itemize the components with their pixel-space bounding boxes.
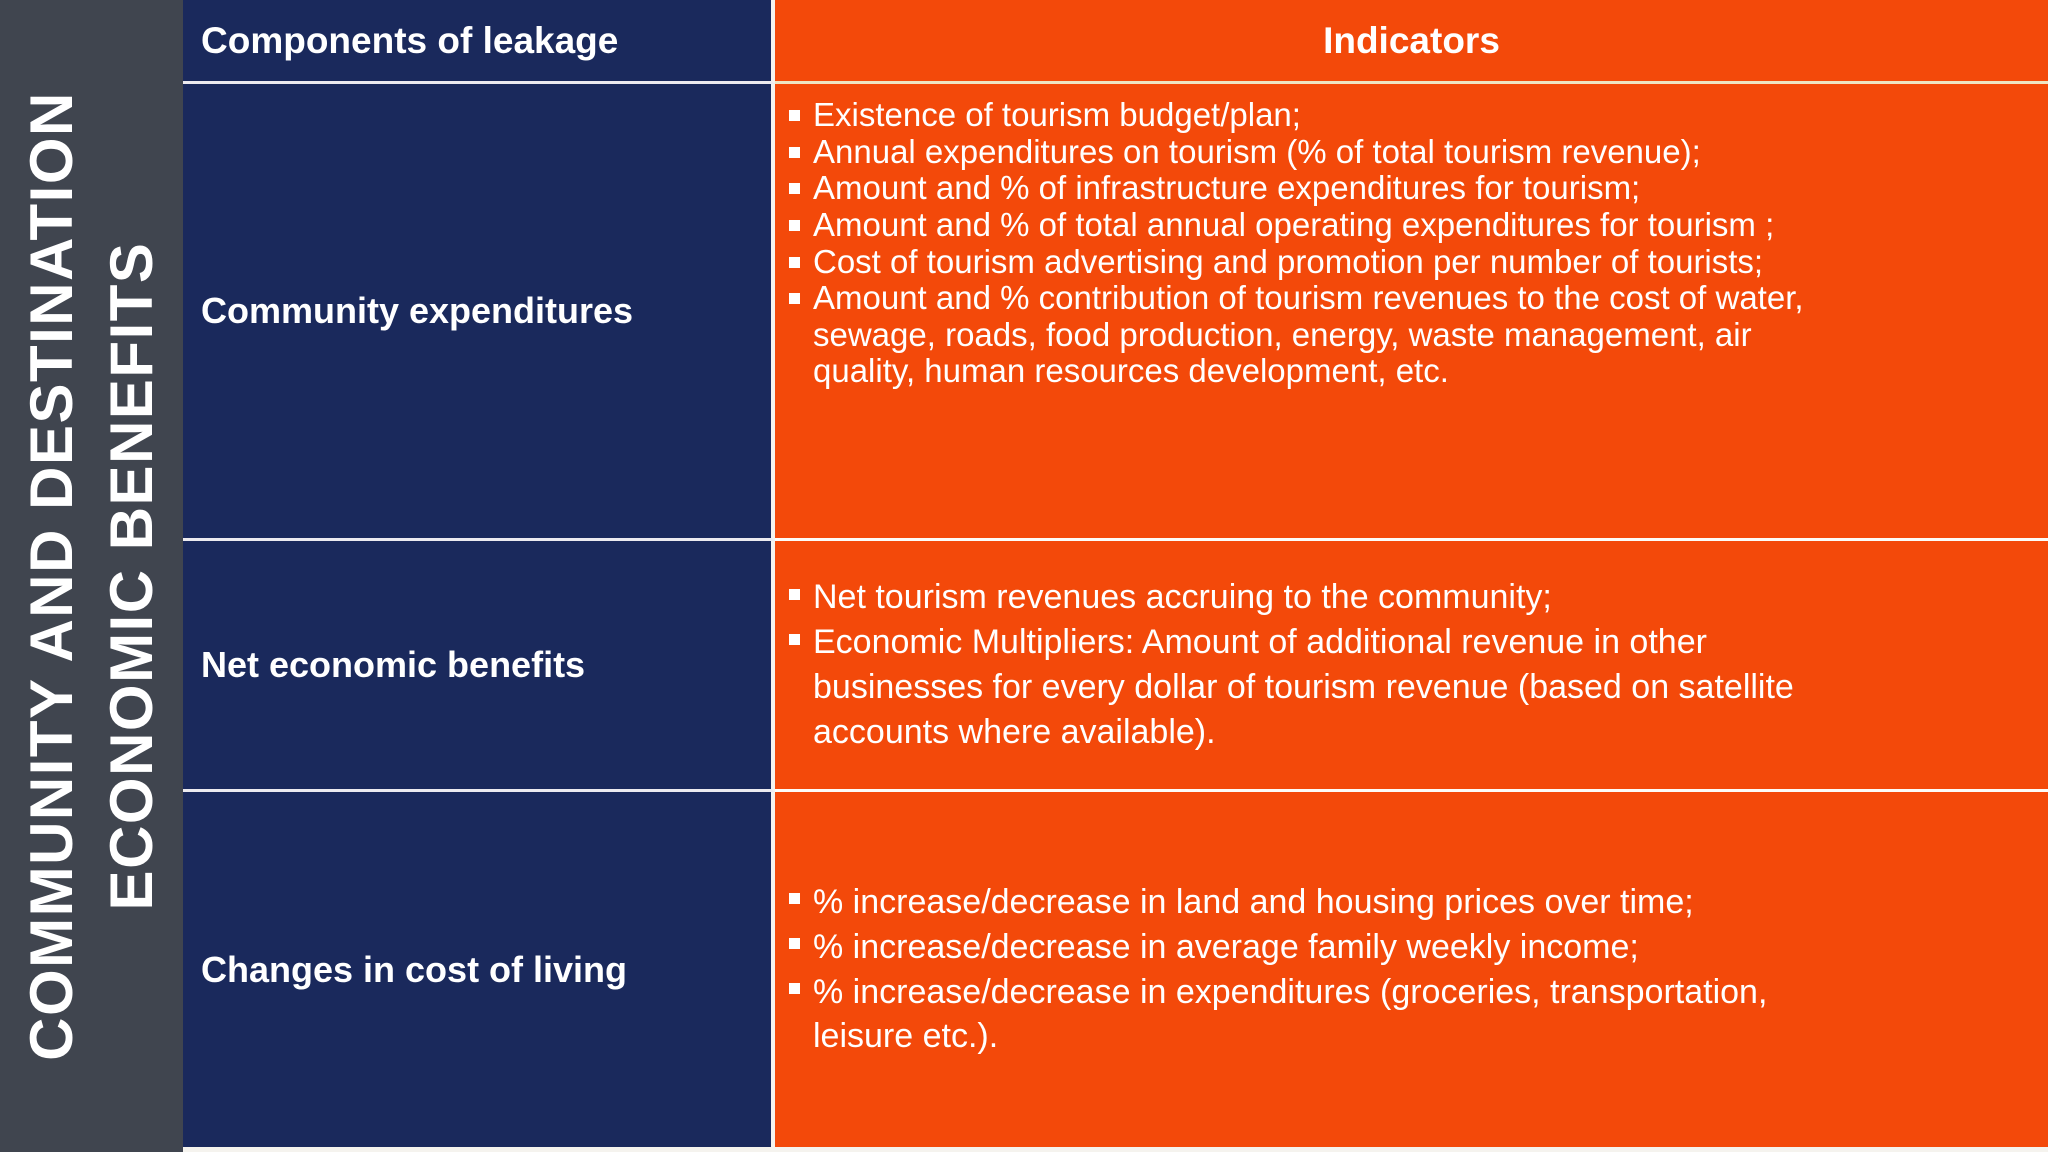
indicator-item: % increase/decrease in land and housing … (789, 880, 2032, 925)
row-changes-cost-of-living-indicators-cell: % increase/decrease in land and housing … (775, 792, 2048, 1147)
indicator-text: % increase/decrease in expenditures (gro… (813, 972, 1768, 1056)
bullet-square-icon (789, 146, 800, 158)
indicator-text: % increase/decrease in land and housing … (813, 882, 1694, 921)
indicator-item: Amount and % of infrastructure expenditu… (789, 170, 2032, 207)
indicator-text: Amount and % contribution of tourism rev… (813, 279, 1804, 390)
header-components-of-leakage: Components of leakage (183, 0, 775, 84)
indicator-item: Cost of tourism advertising and promotio… (789, 242, 2032, 281)
indicator-text: Economic Multipliers: Amount of addition… (813, 623, 1794, 751)
indicator-item: Annual expenditures on tourism (% of tot… (789, 132, 2032, 171)
row-community-expenditures-indicators-cell: Existence of tourism budget/plan; Annual… (775, 84, 2048, 541)
leakage-indicators-table: Components of leakage Indicators Communi… (183, 0, 2048, 1152)
indicator-text: Net tourism revenues accruing to the com… (813, 578, 1552, 617)
row-net-economic-benefits-indicators-cell: Net tourism revenues accruing to the com… (775, 541, 2048, 792)
indicator-item: % increase/decrease in average family we… (789, 925, 2032, 970)
indicator-item: Net tourism revenues accruing to the com… (789, 575, 2032, 620)
component-label: Community expenditures (201, 290, 634, 331)
bullet-square-icon (789, 256, 800, 268)
bullet-square-icon (789, 893, 800, 905)
bullet-square-icon (789, 110, 800, 122)
vertical-title-strip: COMMUNITY AND DESTINATION ECONOMIC BENEF… (0, 0, 183, 1152)
indicator-text: Amount and % of infrastructure expenditu… (813, 169, 1641, 207)
indicator-list: Net tourism revenues accruing to the com… (775, 575, 2048, 755)
indicator-text: Amount and % of total annual operating e… (813, 205, 1775, 243)
bullet-square-icon (789, 588, 800, 600)
indicator-text: Annual expenditures on tourism (% of tot… (813, 132, 1701, 170)
bullet-square-icon (789, 183, 800, 195)
indicator-text: Existence of tourism budget/plan; (813, 96, 1301, 133)
indicator-list: Existence of tourism budget/plan; Annual… (775, 84, 2048, 390)
component-label: Changes in cost of living (201, 948, 628, 990)
indicator-item: Amount and % of total annual operating e… (789, 205, 2032, 244)
bullet-square-icon (789, 938, 800, 950)
component-label: Net economic benefits (201, 644, 586, 685)
indicator-item: Amount and % contribution of tourism rev… (789, 279, 2032, 390)
row-community-expenditures-label-cell: Community expenditures (183, 84, 775, 541)
row-changes-cost-of-living-label-cell: Changes in cost of living (183, 792, 775, 1147)
vertical-title: COMMUNITY AND DESTINATION ECONOMIC BENEF… (0, 0, 183, 1152)
bullet-square-icon (789, 293, 800, 305)
indicator-text: % increase/decrease in average family we… (813, 927, 1639, 966)
bullet-square-icon (789, 633, 800, 645)
header-indicators: Indicators (775, 0, 2048, 84)
bullet-square-icon (789, 983, 800, 995)
header-components-label: Components of leakage (201, 19, 619, 61)
indicator-list: % increase/decrease in land and housing … (775, 880, 2048, 1060)
indicator-item: Existence of tourism budget/plan; (789, 96, 2032, 134)
vertical-title-line1: COMMUNITY AND DESTINATION (17, 91, 85, 1061)
indicator-text: Cost of tourism advertising and promotio… (813, 242, 1764, 280)
vertical-title-line2: ECONOMIC BENEFITS (97, 241, 165, 911)
row-net-economic-benefits-label-cell: Net economic benefits (183, 541, 775, 792)
bullet-square-icon (789, 220, 800, 232)
indicator-item: Economic Multipliers: Amount of addition… (789, 620, 2032, 755)
indicator-item: % increase/decrease in expenditures (gro… (789, 970, 2032, 1060)
header-indicators-label: Indicators (1323, 19, 1500, 61)
